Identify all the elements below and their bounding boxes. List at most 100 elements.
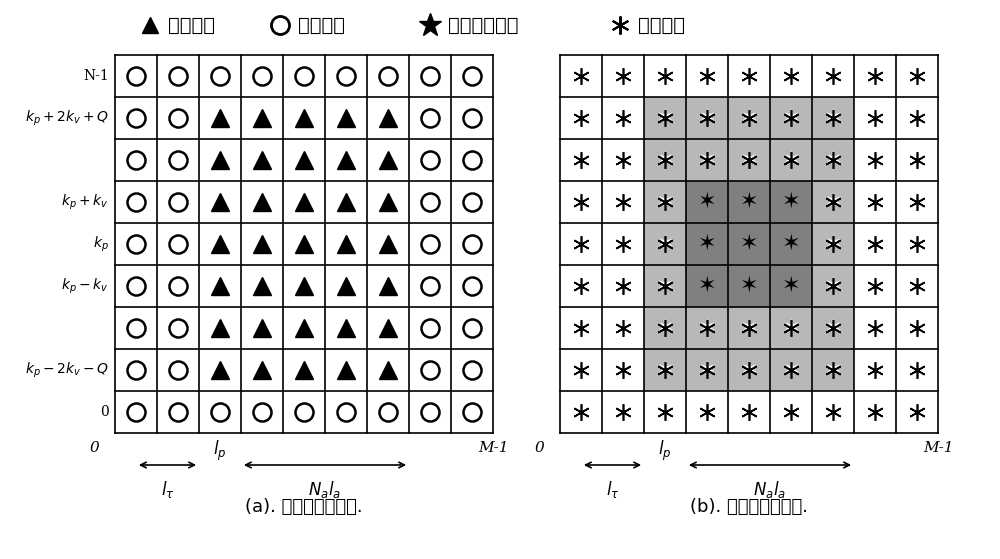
Text: (a). 发送端导频图案.: (a). 发送端导频图案. (245, 498, 363, 516)
Text: ✶: ✶ (782, 318, 800, 338)
Bar (686, 349, 728, 391)
Text: ✶: ✶ (656, 276, 674, 296)
Text: ✶: ✶ (824, 66, 842, 86)
Text: ✶: ✶ (740, 108, 758, 128)
Bar (770, 307, 812, 349)
Text: ✶: ✶ (698, 318, 716, 338)
Text: $l_\tau$: $l_\tau$ (606, 479, 619, 500)
Text: ✶: ✶ (824, 402, 842, 422)
Text: ✶: ✶ (572, 192, 590, 212)
Bar (644, 307, 686, 349)
Bar (728, 349, 770, 391)
Text: ✶: ✶ (866, 192, 884, 212)
Text: ✶: ✶ (614, 108, 632, 128)
Text: ✶: ✶ (908, 66, 926, 86)
Text: ✶: ✶ (740, 66, 758, 86)
Text: ✶: ✶ (866, 318, 884, 338)
Text: ✶: ✶ (614, 150, 632, 170)
Text: $N_a l_a$: $N_a l_a$ (308, 479, 342, 500)
Text: ✶: ✶ (908, 360, 926, 380)
Text: ✶: ✶ (782, 66, 800, 86)
Text: $l_\tau$: $l_\tau$ (161, 479, 174, 500)
Text: $l_p$: $l_p$ (213, 439, 227, 463)
Text: $k_p+k_v$: $k_p+k_v$ (61, 192, 109, 212)
Text: 数据符号: 数据符号 (638, 16, 685, 35)
Text: ✶: ✶ (572, 318, 590, 338)
Text: ✶: ✶ (656, 234, 674, 254)
Text: ✶: ✶ (824, 66, 842, 86)
Text: ✶: ✶ (740, 108, 758, 128)
Text: ✶: ✶ (824, 150, 842, 170)
Text: ✶: ✶ (866, 66, 884, 86)
Text: ✶: ✶ (656, 360, 674, 380)
Text: ✶: ✶ (614, 276, 632, 296)
Bar (812, 349, 854, 391)
Text: ✶: ✶ (614, 402, 632, 422)
Text: ✶: ✶ (866, 66, 884, 86)
Text: ✶: ✶ (572, 276, 590, 296)
Text: ✶: ✶ (614, 150, 632, 170)
Text: ✶: ✶ (740, 402, 758, 422)
Text: ✶: ✶ (824, 234, 842, 254)
Text: ✶: ✶ (908, 360, 926, 380)
Bar (728, 265, 770, 307)
Bar (686, 181, 728, 223)
Text: ✶: ✶ (656, 234, 674, 254)
Bar (686, 223, 728, 265)
Text: ✶: ✶ (614, 192, 632, 212)
Text: ✶: ✶ (572, 150, 590, 170)
Text: ✶: ✶ (698, 360, 716, 380)
Text: ✶: ✶ (614, 66, 632, 86)
Text: ✶: ✶ (614, 66, 632, 86)
Bar (644, 97, 686, 139)
Text: ✶: ✶ (572, 66, 590, 86)
Text: ✶: ✶ (782, 402, 800, 422)
Text: ✶: ✶ (866, 234, 884, 254)
Text: 数据符号: 数据符号 (298, 16, 345, 35)
Text: (b). 接收端导频图案.: (b). 接收端导频图案. (690, 498, 808, 516)
Bar (812, 181, 854, 223)
Text: ✶: ✶ (908, 234, 926, 254)
Text: ✶: ✶ (824, 108, 842, 128)
Bar (728, 97, 770, 139)
Text: ✶: ✶ (656, 150, 674, 170)
Text: ✶: ✶ (572, 108, 590, 128)
Text: M-1: M-1 (478, 441, 508, 455)
Text: ✶: ✶ (824, 360, 842, 380)
Text: ✶: ✶ (782, 234, 800, 254)
Text: ✶: ✶ (782, 150, 800, 170)
Text: ✶: ✶ (866, 234, 884, 254)
Text: ✶: ✶ (572, 360, 590, 380)
Text: ✶: ✶ (614, 192, 632, 212)
Bar (728, 139, 770, 181)
Text: ✶: ✶ (656, 108, 674, 128)
Text: ✶: ✶ (698, 66, 716, 86)
Text: ✶: ✶ (698, 276, 716, 296)
Text: N-1: N-1 (83, 69, 109, 83)
Text: ✶: ✶ (866, 402, 884, 422)
Bar (644, 223, 686, 265)
Text: ✶: ✶ (866, 360, 884, 380)
Text: ✶: ✶ (656, 192, 674, 212)
Text: ✶: ✶ (866, 276, 884, 296)
Text: ✶: ✶ (656, 108, 674, 128)
Text: ✶: ✶ (698, 402, 716, 422)
Text: 导频符号: 导频符号 (168, 16, 215, 35)
Bar (686, 307, 728, 349)
Bar (770, 265, 812, 307)
Bar (812, 307, 854, 349)
Text: ✶: ✶ (740, 360, 758, 380)
Text: ✶: ✶ (824, 192, 842, 212)
Text: ✶: ✶ (740, 318, 758, 338)
Text: ✶: ✶ (866, 402, 884, 422)
Text: ✶: ✶ (614, 108, 632, 128)
Text: ✶: ✶ (908, 402, 926, 422)
Text: ✶: ✶ (698, 318, 716, 338)
Text: 0: 0 (89, 441, 99, 455)
Text: ✶: ✶ (656, 150, 674, 170)
Bar (644, 265, 686, 307)
Text: $N_a l_a$: $N_a l_a$ (753, 479, 787, 500)
Text: ✶: ✶ (866, 108, 884, 128)
Text: ✶: ✶ (698, 360, 716, 380)
Text: ✶: ✶ (782, 402, 800, 422)
